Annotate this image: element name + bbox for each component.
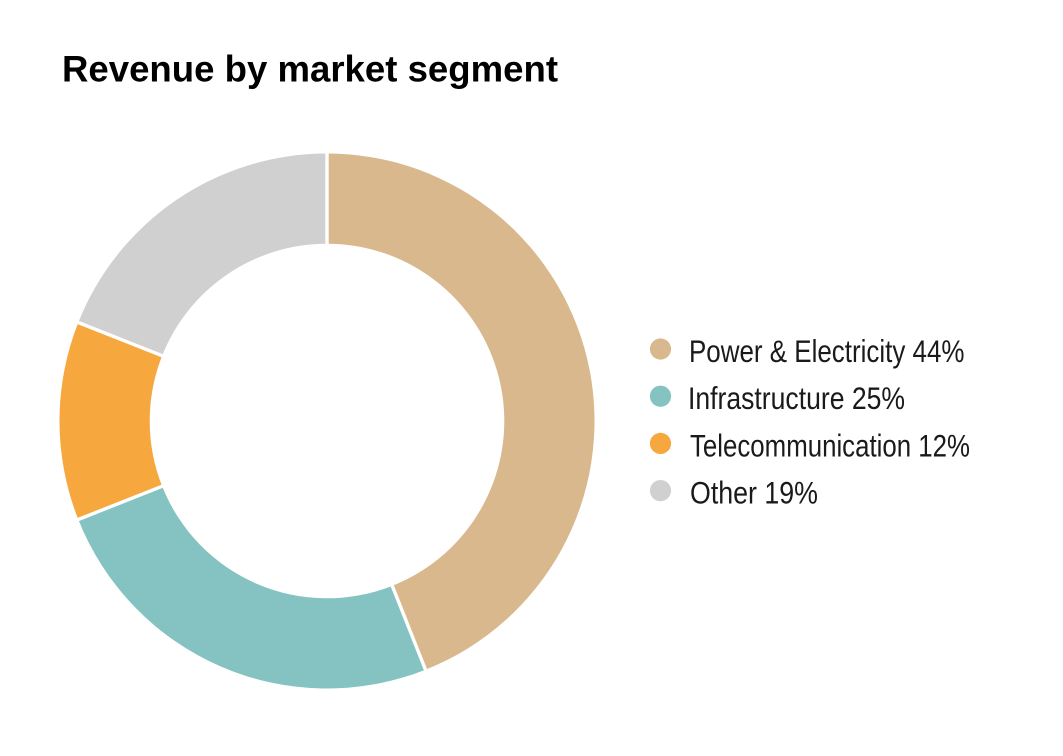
svg-text:Revenue by market segment: Revenue by market segment [62, 49, 558, 90]
svg-text:Power & Electricity 44%: Power & Electricity 44% [689, 333, 965, 369]
svg-text:Telecommunication 12%: Telecommunication 12% [690, 427, 970, 463]
svg-text:Other 19%: Other 19% [690, 475, 818, 511]
svg-text:Infrastructure 25%: Infrastructure 25% [688, 380, 905, 416]
